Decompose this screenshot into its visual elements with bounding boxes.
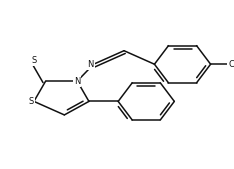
Text: N: N: [87, 60, 94, 69]
Text: CH₃: CH₃: [228, 60, 234, 69]
Text: S: S: [29, 97, 34, 106]
Text: N: N: [74, 77, 80, 86]
Text: S: S: [31, 56, 37, 65]
